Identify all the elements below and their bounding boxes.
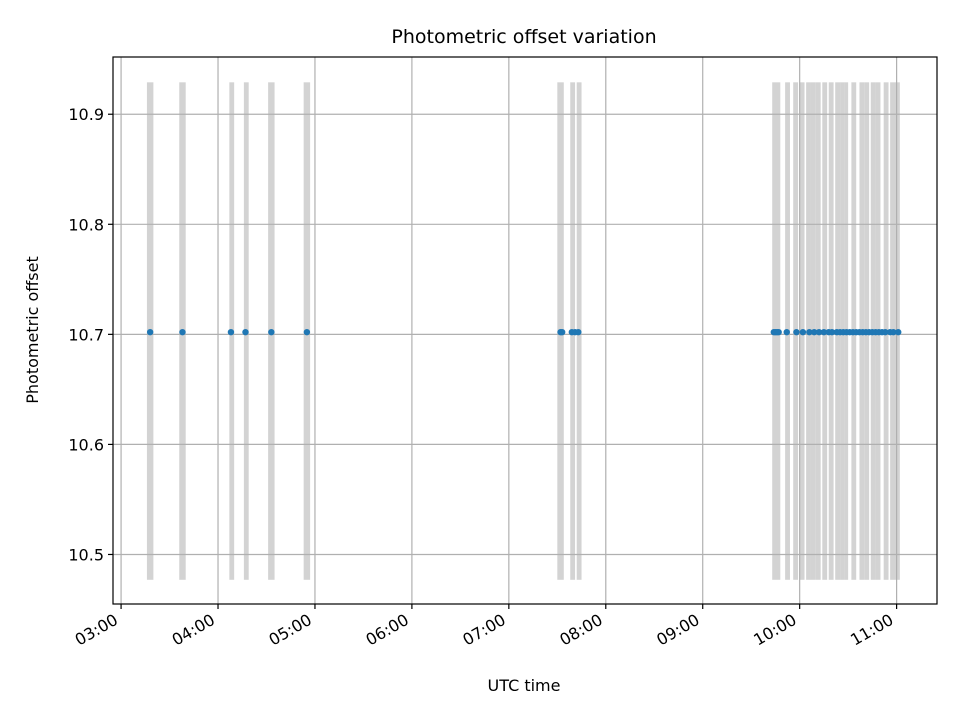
data-point	[890, 328, 897, 336]
data-point	[828, 328, 836, 336]
chart-title: Photometric offset variation	[391, 26, 656, 48]
y-tick-label: 10.8	[68, 215, 104, 234]
data-points	[146, 328, 902, 336]
data-point	[146, 328, 154, 336]
data-point	[775, 328, 782, 336]
data-point	[783, 328, 790, 336]
y-tick-label: 10.5	[68, 545, 104, 564]
data-point	[815, 328, 823, 336]
plot-frame	[112, 56, 938, 605]
data-point	[820, 328, 828, 336]
y-axis-ticks: 10.5 10.6 10.7 10.8 10.9	[68, 105, 113, 564]
data-point	[811, 328, 818, 336]
data-point	[242, 328, 249, 336]
data-point	[179, 328, 186, 336]
data-point	[575, 328, 582, 336]
data-point	[268, 328, 275, 336]
y-tick-label: 10.9	[68, 105, 104, 124]
data-point	[895, 328, 902, 336]
data-point	[882, 328, 889, 336]
data-point	[806, 328, 813, 336]
y-tick-label: 10.6	[68, 435, 104, 454]
x-axis-title: UTC time	[488, 676, 561, 695]
data-point	[799, 328, 807, 336]
data-point	[558, 328, 566, 336]
data-point	[793, 328, 800, 336]
data-point	[303, 328, 311, 336]
y-axis-title: Photometric offset	[23, 256, 42, 404]
y-tick-label: 10.7	[68, 325, 104, 344]
grid-lines	[113, 57, 937, 604]
data-point	[227, 328, 235, 336]
